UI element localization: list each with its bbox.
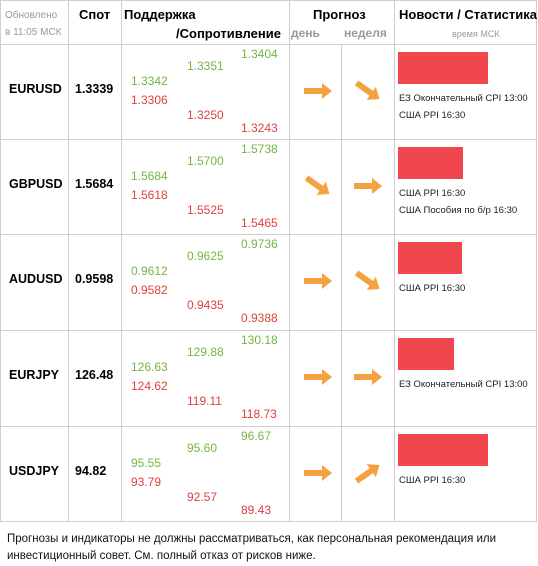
- resistance-level-1: 0.9582: [131, 283, 168, 297]
- resistance-level-3: 89.43: [241, 503, 272, 517]
- arrow-down-right-icon: [302, 175, 334, 196]
- updated-line: Обновлено: [5, 10, 58, 21]
- support-level-2: 1.5700: [187, 154, 224, 168]
- arrow-right-icon: [302, 81, 334, 101]
- spot-header: Спот: [79, 7, 111, 22]
- arrow-right-icon: [352, 176, 384, 196]
- forecast-week-header: неделя: [344, 26, 387, 40]
- resistance-level-2: 1.5525: [187, 203, 224, 217]
- arrow-down-right-icon: [352, 80, 384, 101]
- news-item: США PPI 16:30: [399, 110, 466, 121]
- arrow-right-icon: [302, 367, 334, 387]
- spot-price: 0.9598: [75, 272, 114, 286]
- news-impact-bar: [398, 338, 454, 370]
- support-level-2: 1.3351: [187, 59, 224, 73]
- support-level-2: 129.88: [187, 345, 224, 359]
- resistance-level-3: 118.73: [241, 407, 277, 421]
- resistance-level-1: 1.5618: [131, 188, 168, 202]
- news-item: ЕЗ Окончательный CPI 13:00: [399, 379, 528, 390]
- support-level-3: 130.18: [241, 333, 278, 347]
- resistance-level-3: 0.9388: [241, 311, 278, 325]
- support-level-1: 95.55: [131, 456, 162, 470]
- news-impact-bar: [398, 147, 463, 179]
- resistance-level-1: 1.3306: [131, 93, 168, 107]
- support-level-3: 1.5738: [241, 142, 278, 156]
- row-divider: [0, 139, 537, 140]
- resistance-level-2: 0.9435: [187, 298, 224, 312]
- arrow-up-right-icon: [352, 463, 384, 484]
- support-level-1: 0.9612: [131, 264, 168, 278]
- table-frame: [0, 0, 537, 522]
- resistance-level-3: 1.3243: [241, 121, 278, 135]
- updated-time: в 11:05 МСК: [5, 27, 62, 38]
- news-impact-bar: [398, 434, 488, 466]
- resistance-level-2: 119.11: [187, 394, 222, 408]
- spot-price: 1.5684: [75, 177, 114, 191]
- support-level-3: 1.3404: [241, 47, 278, 61]
- resistance-level-2: 1.3250: [187, 108, 224, 122]
- col-divider: [394, 0, 395, 522]
- spot-price: 126.48: [75, 368, 114, 382]
- news-header: Новости / Статистика: [399, 7, 538, 22]
- news-impact-bar: [398, 242, 462, 274]
- pair-name: AUDUSD: [9, 272, 63, 286]
- resistance-level-3: 1.5465: [241, 216, 278, 230]
- pair-name: EURJPY: [9, 368, 60, 382]
- news-time-header: время МСК: [452, 29, 500, 39]
- pair-name: GBPUSD: [9, 177, 63, 191]
- forecast-day-header: день: [291, 26, 320, 40]
- support-level-3: 0.9736: [241, 237, 278, 251]
- support-level-1: 126.63: [131, 360, 168, 374]
- support-header: Поддержка: [124, 7, 196, 22]
- support-level-1: 1.3342: [131, 74, 168, 88]
- support-level-2: 0.9625: [187, 249, 224, 263]
- row-divider: [0, 426, 537, 427]
- col-divider: [68, 0, 69, 522]
- resistance-level-2: 92.57: [187, 490, 218, 504]
- forecast-header: Прогноз: [313, 7, 366, 22]
- spot-price: 94.82: [75, 464, 107, 478]
- arrow-right-icon: [352, 367, 384, 387]
- news-item: США PPI 16:30: [399, 283, 466, 294]
- support-level-2: 95.60: [187, 441, 218, 455]
- resistance-level-1: 93.79: [131, 475, 162, 489]
- disclaimer: Прогнозы и индикаторы не должны рассматр…: [7, 533, 497, 562]
- col-divider: [121, 0, 122, 522]
- row-divider: [0, 330, 537, 331]
- news-item: США PPI 16:30: [399, 188, 466, 199]
- col-divider: [341, 44, 342, 522]
- news-item: США Пособия по б/р 16:30: [399, 205, 518, 216]
- pair-name: USDJPY: [9, 464, 60, 478]
- pair-name: EURUSD: [9, 82, 62, 96]
- arrow-right-icon: [302, 463, 334, 483]
- support-level-1: 1.5684: [131, 169, 168, 183]
- row-divider: [0, 234, 537, 235]
- news-item: ЕЗ Окончательный CPI 13:00: [399, 93, 528, 104]
- resistance-header: /Сопротивление: [176, 26, 281, 41]
- updated-label: Обновлено в 11:05 МСК: [5, 7, 62, 41]
- news-item: США PPI 16:30: [399, 475, 466, 486]
- spot-price: 1.3339: [75, 82, 114, 96]
- news-impact-bar: [398, 52, 488, 84]
- col-divider: [289, 0, 290, 522]
- arrow-right-icon: [302, 271, 334, 291]
- row-divider: [0, 44, 537, 45]
- support-level-3: 96.67: [241, 429, 272, 443]
- resistance-level-1: 124.62: [131, 379, 168, 393]
- arrow-down-right-icon: [352, 270, 384, 291]
